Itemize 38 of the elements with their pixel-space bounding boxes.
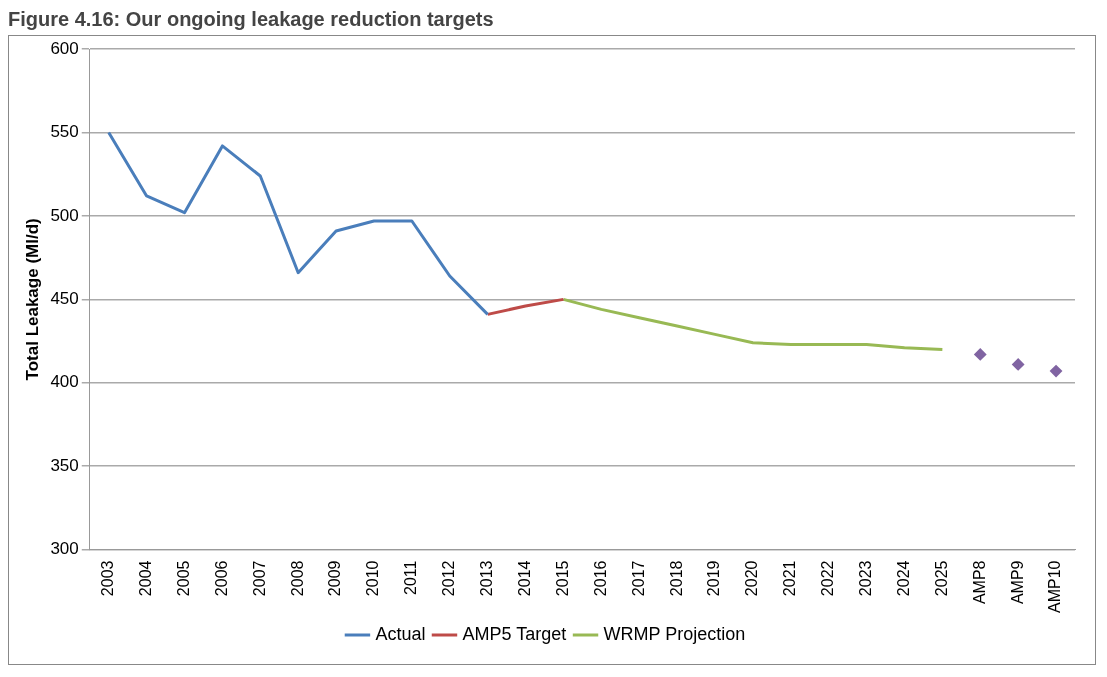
y-tick-label: 400 [50,372,79,392]
x-tick-label: 2015 [553,560,571,597]
x-tick-label: 2014 [515,560,533,597]
x-tick-label: 2019 [705,560,723,597]
x-tick-label: 2020 [743,560,761,597]
x-tick-label: 2023 [856,560,874,597]
x-tick-label: 2009 [326,560,344,597]
x-tick-label: AMP9 [1008,560,1026,605]
y-tick-label: 450 [50,289,79,309]
x-tick-label: AMP10 [1046,560,1064,613]
x-tick-label: 2018 [667,560,685,597]
chart-title: Figure 4.16: Our ongoing leakage reduction targets [8,8,495,31]
x-tick-label: 2010 [364,560,382,597]
y-tick-label: 300 [50,539,79,559]
legend-label: Actual [375,623,426,644]
x-tick-label: 2008 [288,560,306,597]
x-tick-label: 2007 [250,560,268,597]
x-tick-label: 2003 [99,560,117,597]
x-tick-label: AMP8 [970,560,988,605]
x-tick-label: 2011 [402,560,420,595]
x-tick-label: 2005 [174,560,192,597]
x-tick-label: 2021 [781,560,799,597]
x-tick-label: 2022 [819,560,837,597]
y-tick-label: 350 [50,455,79,475]
y-tick-label: 600 [50,38,79,58]
x-tick-label: 2017 [629,560,647,597]
x-tick-label: 2025 [932,560,950,597]
x-tick-label: 2016 [591,560,609,597]
x-tick-label: 2004 [137,560,155,597]
legend-label: AMP5 Target [462,623,567,644]
x-tick-label: 2006 [212,560,230,597]
y-axis-title: Total Leakage (Ml/d) [22,218,42,381]
x-tick-label: 2012 [440,560,458,597]
legend-label: WRMP Projection [603,623,746,644]
y-tick-label: 500 [50,205,79,225]
y-tick-label: 550 [50,122,79,142]
x-tick-label: 2024 [894,560,912,597]
x-tick-label: 2013 [478,560,496,597]
